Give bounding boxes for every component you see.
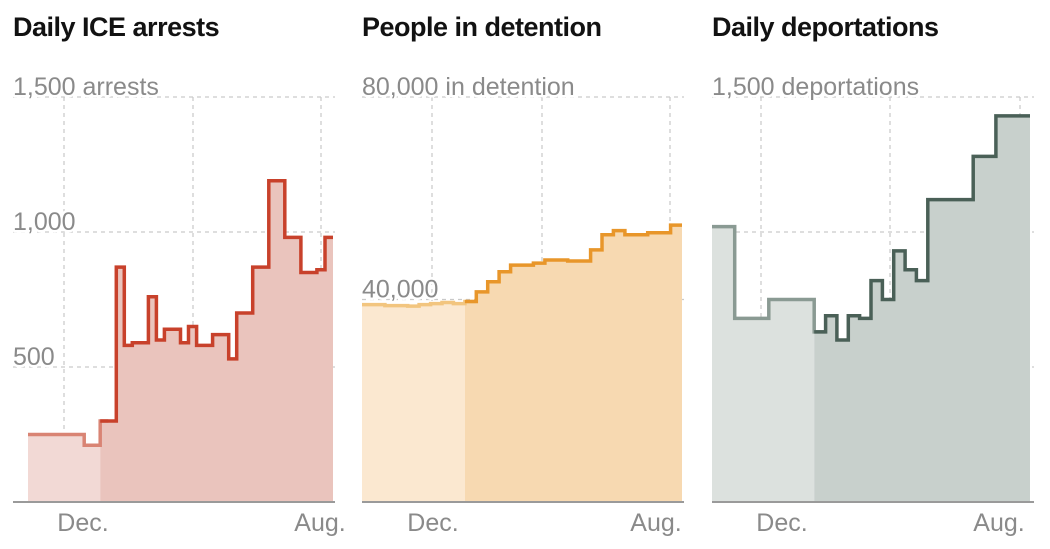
y-tick-label: 40,000 — [362, 276, 438, 304]
y-tick-label: 500 — [13, 343, 55, 371]
y-tick-label: 1,500 deportations — [712, 73, 919, 101]
x-tick-label: Dec. — [407, 509, 458, 537]
series-line-recent — [464, 223, 682, 304]
series-line-early — [362, 299, 477, 308]
series-line-recent — [814, 114, 1030, 342]
area-fill-recent — [100, 180, 333, 502]
panel-deportations: Daily deportations 1,500 deportations Dec… — [710, 0, 1042, 549]
x-tick-label: Aug. — [294, 509, 345, 537]
chart-title: Daily ICE arrests — [13, 12, 220, 42]
panel-detention: People in detention 80,000 in detention 4… — [360, 0, 692, 549]
x-tick-label: Aug. — [973, 509, 1024, 537]
chart-deportations: 1,500 deportations Dec. Aug. — [710, 71, 1034, 537]
area-fill-recent — [814, 115, 1030, 503]
series-line-early — [712, 224, 826, 334]
y-tick-label: 80,000 in detention — [362, 73, 575, 101]
panel-arrests: Daily ICE arrests 1,500 arrests 1,000 500 D… — [11, 0, 346, 549]
area-fill-early — [712, 226, 815, 502]
y-tick-label: 1,500 arrests — [13, 73, 159, 101]
area-fill-recent — [464, 225, 682, 502]
chart-detention: 80,000 in detention 40,000 Dec. Aug. — [360, 71, 684, 537]
x-tick-label: Dec. — [57, 509, 108, 537]
x-tick-label: Dec. — [756, 509, 807, 537]
chart-title: Daily deportations — [712, 12, 939, 42]
series-line-early — [28, 419, 109, 448]
chart-arrests: 1,500 arrests 1,000 500 Dec. Aug. — [11, 71, 346, 538]
chart-title: People in detention — [362, 12, 602, 42]
y-tick-label: 1,000 — [13, 208, 76, 236]
area-fill-early — [28, 434, 101, 502]
area-fill-early — [362, 302, 465, 502]
x-tick-label: Aug. — [630, 509, 681, 537]
series-line-recent — [100, 178, 333, 423]
